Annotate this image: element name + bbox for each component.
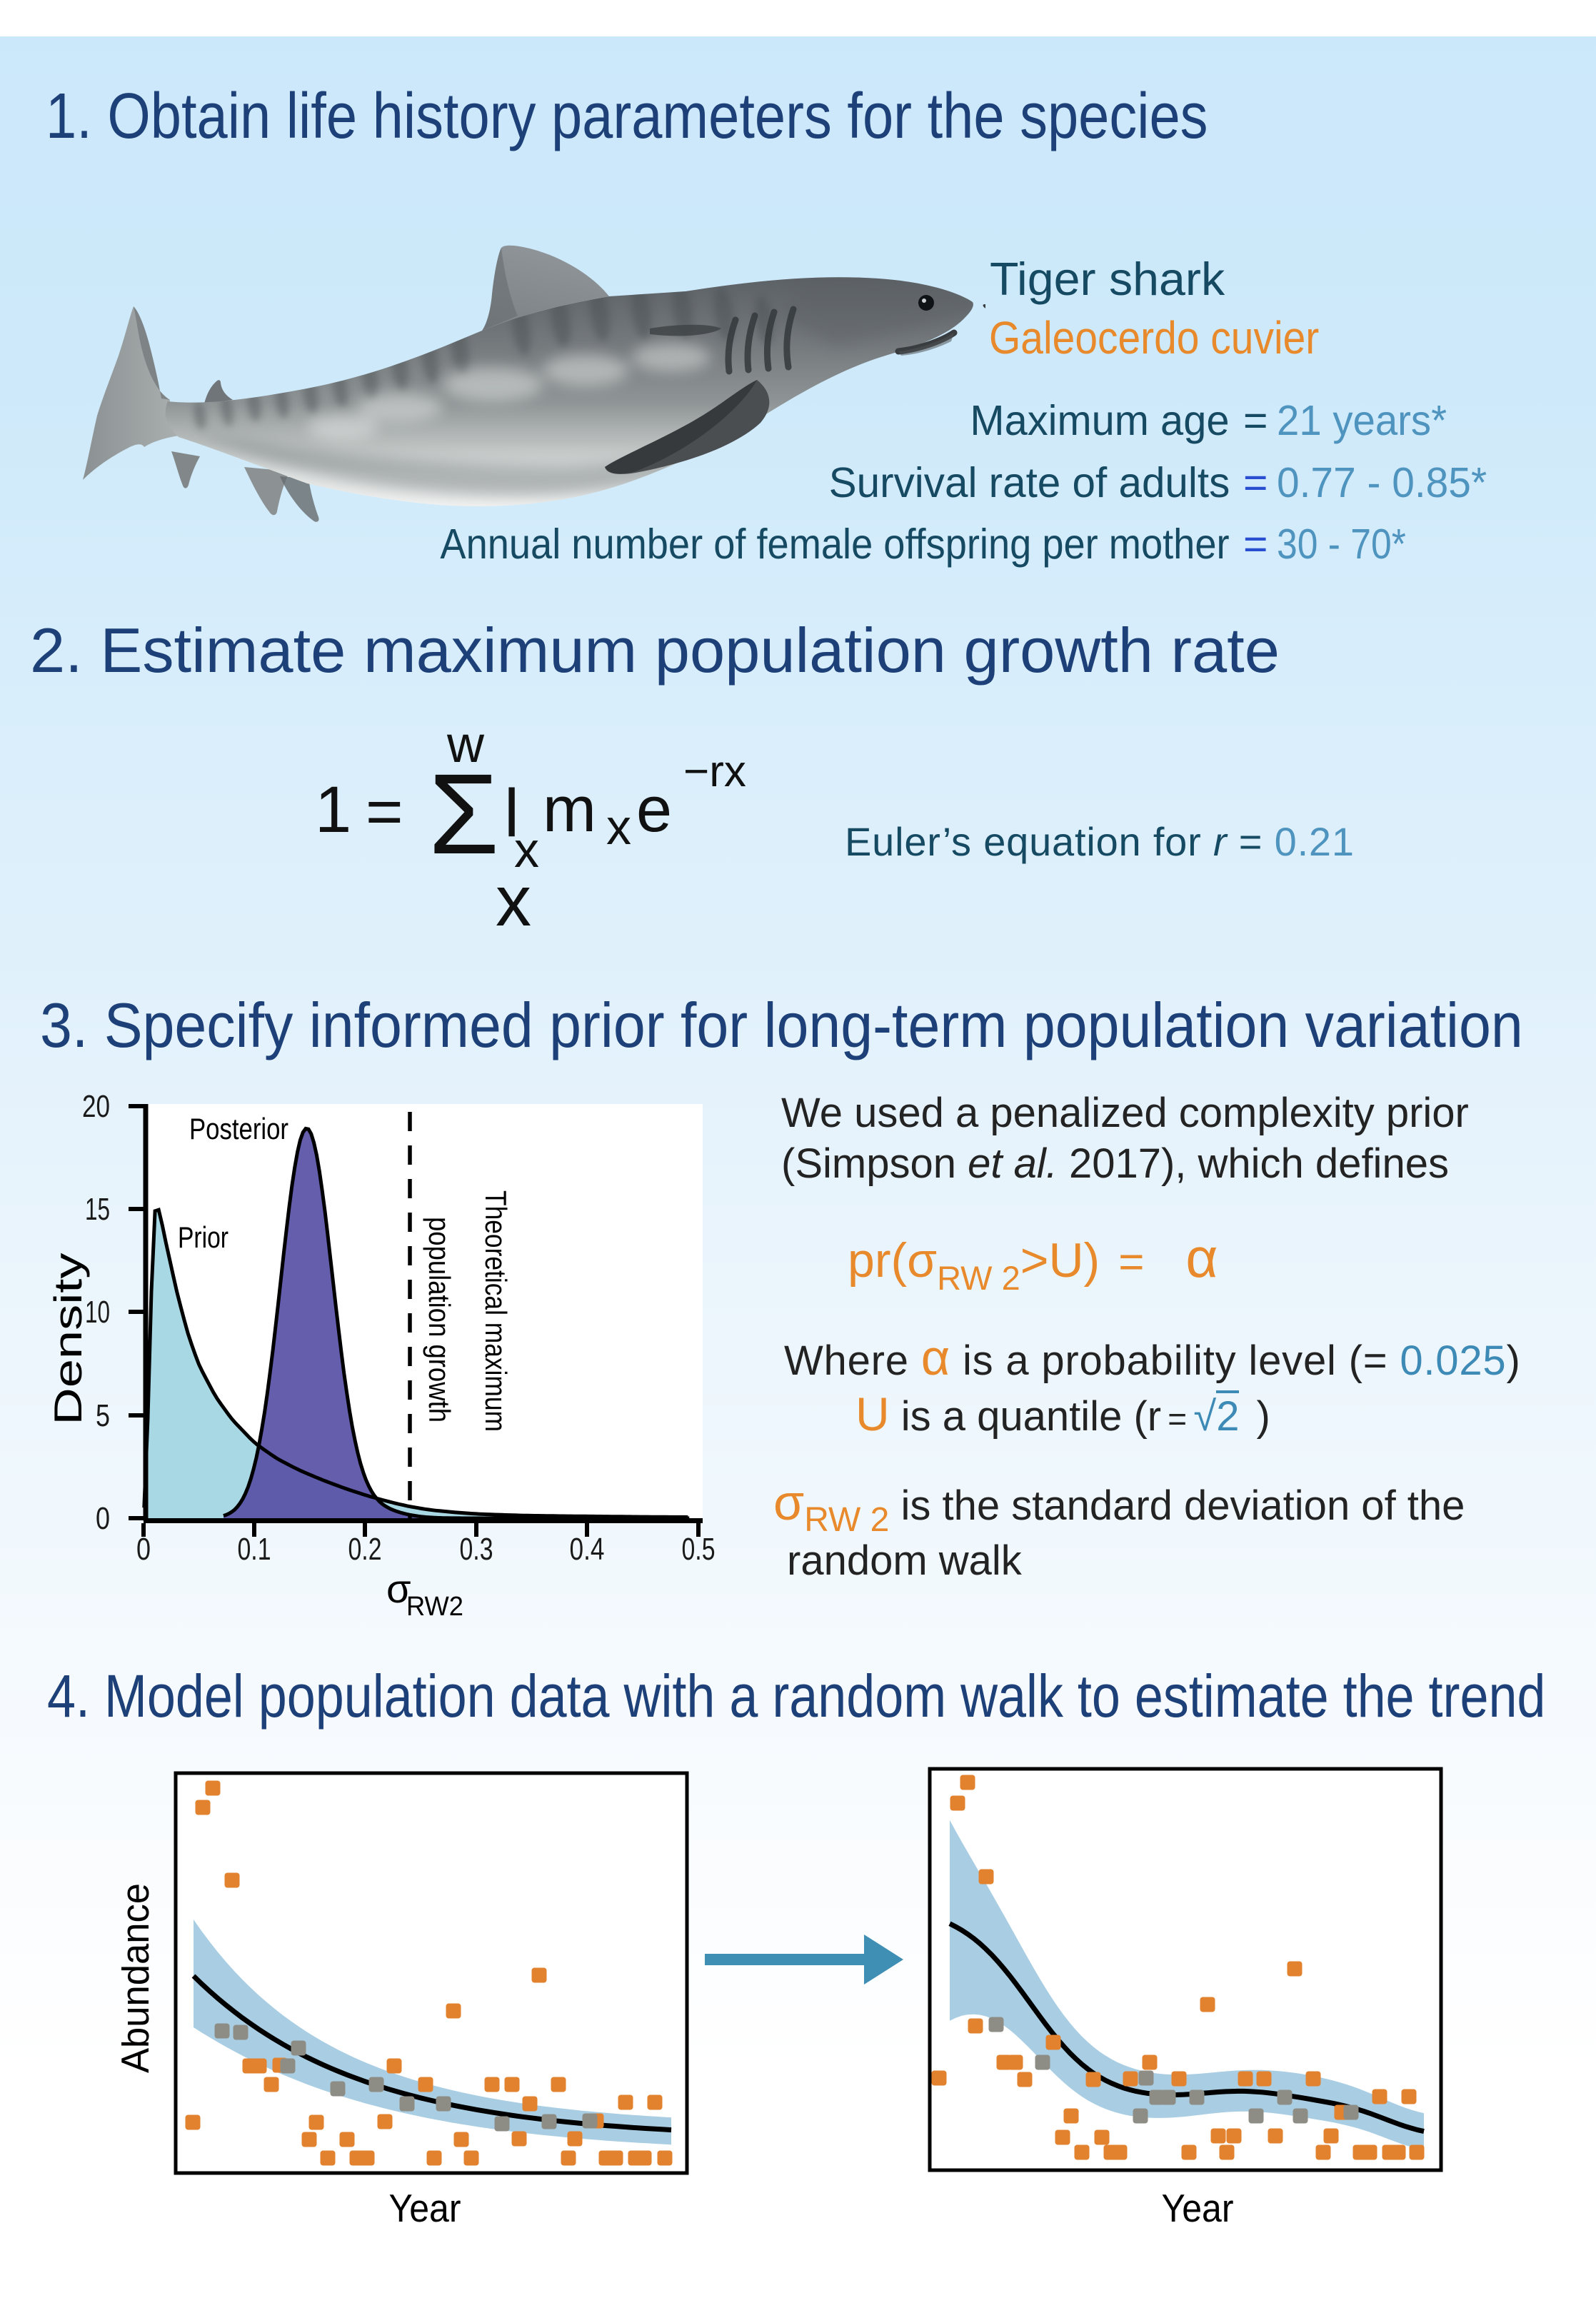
svg-text:Theoretical maximum: Theoretical maximum bbox=[479, 1190, 513, 1432]
svg-text:0.1: 0.1 bbox=[238, 1532, 271, 1567]
svg-text:0.5: 0.5 bbox=[682, 1532, 716, 1567]
svg-text:Density: Density bbox=[46, 1253, 90, 1425]
svg-text:population growth: population growth bbox=[423, 1217, 456, 1423]
svg-text:20: 20 bbox=[82, 1089, 110, 1124]
svg-text:0.3: 0.3 bbox=[460, 1532, 493, 1567]
svg-text:Year: Year bbox=[389, 2186, 461, 2230]
svg-text:15: 15 bbox=[85, 1192, 110, 1227]
svg-text:Year: Year bbox=[1162, 2186, 1234, 2230]
svg-text:10: 10 bbox=[85, 1295, 110, 1330]
svg-text:RW2: RW2 bbox=[406, 1592, 463, 1622]
svg-text:0.2: 0.2 bbox=[348, 1532, 382, 1567]
svg-text:0: 0 bbox=[136, 1532, 151, 1567]
svg-text:Abundance: Abundance bbox=[121, 1883, 157, 2073]
svg-text:5: 5 bbox=[96, 1398, 110, 1433]
svg-text:0: 0 bbox=[96, 1501, 110, 1536]
svg-text:σ: σ bbox=[386, 1566, 411, 1611]
svg-text:Posterior: Posterior bbox=[189, 1112, 288, 1145]
svg-text:0.4: 0.4 bbox=[570, 1532, 605, 1567]
svg-text:Prior: Prior bbox=[178, 1220, 229, 1254]
